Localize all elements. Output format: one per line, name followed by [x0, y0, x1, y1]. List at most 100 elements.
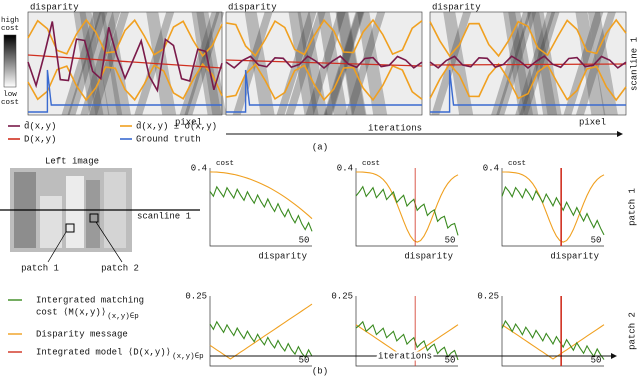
y-tick-label: 0.4 — [337, 163, 353, 173]
ground-truth — [430, 69, 626, 113]
cost-stripe — [288, 12, 319, 115]
image-shape — [66, 176, 84, 248]
axis-label: cost — [362, 160, 380, 168]
axis-label: disparity — [30, 2, 79, 12]
cost-stripe — [527, 12, 558, 115]
cost-curve — [209, 185, 313, 232]
cost-stripe — [67, 12, 108, 115]
cost-curve — [501, 319, 605, 360]
panel-bg — [27, 11, 223, 116]
message-curve — [356, 171, 459, 243]
axis-label: disparity — [228, 2, 277, 12]
cost-stripe — [92, 12, 123, 115]
cost-stripe — [89, 12, 130, 115]
cost-stripe — [244, 12, 275, 115]
sigma-curve — [225, 63, 423, 102]
mean-curve — [27, 21, 223, 93]
axis-label: disparity — [550, 251, 599, 261]
x-tick-label: 50 — [445, 355, 456, 365]
axis-label: pixel — [579, 117, 606, 127]
cost-stripe — [80, 12, 121, 115]
bottom-figure: Left image scanline 1 patch 1 patch 2 0.4 50 c… — [0, 156, 637, 376]
sigma-curve — [429, 18, 627, 58]
row-label: patch 2 — [627, 312, 637, 350]
legend-label: Integrated model ⟨D(x,y)⟩ — [36, 347, 171, 357]
x-tick-label: 50 — [591, 235, 602, 245]
mean-curve — [225, 55, 423, 70]
x-tick-label: 50 — [299, 355, 310, 365]
caption: (b) — [312, 366, 328, 376]
cost-stripe — [101, 12, 132, 115]
cost-stripe — [285, 12, 326, 115]
legend-label: cost ⟨M(x,y)⟩ — [36, 307, 106, 317]
y-tick-label: 0.25 — [477, 291, 499, 301]
legend-subscript: (x,y)∈p — [172, 352, 204, 361]
cost-stripe — [431, 12, 472, 115]
message-curve — [501, 324, 605, 360]
cost-curve — [501, 185, 605, 236]
legend-subscript: (x,y)∈p — [107, 312, 139, 321]
cost-stripe — [575, 12, 606, 115]
image-title: Left image — [45, 156, 99, 166]
patch-box — [65, 223, 75, 233]
cost-curve — [355, 185, 459, 236]
cost-stripe — [345, 12, 386, 115]
x-tick-label: 50 — [445, 235, 456, 245]
legend-label: d̄(x,y) ± σ(x,y) — [136, 121, 217, 131]
ground-truth — [28, 69, 222, 113]
axis-label: disparity — [258, 251, 307, 261]
axis-label: cost — [508, 160, 526, 168]
arrow-label: iterations — [378, 351, 432, 361]
pointer — [47, 231, 67, 263]
message-curve — [209, 303, 313, 360]
patch-box — [89, 213, 99, 223]
message-curve — [502, 171, 605, 243]
sigma-curve — [27, 18, 223, 58]
y-tick-label: 0.4 — [191, 163, 207, 173]
axis-label: cost — [216, 160, 234, 168]
cost-stripe — [491, 12, 532, 115]
y-tick-label: 0.25 — [331, 291, 353, 301]
scanline-label: scanline 1 — [137, 211, 191, 221]
axes — [355, 168, 458, 247]
image-shape — [40, 196, 62, 248]
cost-stripe — [496, 12, 537, 115]
axis-label: disparity — [432, 2, 481, 12]
colorbar-label: cost — [1, 25, 19, 33]
message-curve — [209, 171, 313, 220]
row-label: scanline 1 — [629, 37, 639, 91]
colorbar-label: cost — [1, 99, 19, 107]
cost-curve — [209, 320, 313, 359]
legend-label: D(x,y) — [24, 134, 56, 144]
axes — [355, 296, 458, 367]
patch-label: patch 2 — [101, 263, 139, 273]
colorbar-label: low — [3, 91, 17, 99]
message-curve — [355, 324, 459, 360]
y-tick-label: 0.25 — [185, 291, 207, 301]
mean-curve — [429, 55, 627, 70]
model-line — [27, 54, 223, 69]
cost-stripe — [515, 12, 556, 115]
axes — [501, 168, 604, 247]
sigma-curve — [27, 62, 223, 102]
cost-stripe — [531, 12, 562, 115]
cost-stripe — [232, 12, 273, 115]
axes — [209, 168, 312, 247]
legend-label: d̄(x,y) — [24, 121, 56, 131]
cost-stripe — [297, 12, 328, 115]
panel-bg — [429, 11, 627, 116]
axes — [501, 296, 604, 367]
sigma-curve — [225, 18, 423, 57]
cost-stripe — [179, 12, 220, 115]
arrow-label: iterations — [368, 123, 422, 133]
legend-label: Disparity message — [36, 329, 128, 339]
ground-truth — [226, 69, 422, 113]
y-tick-label: 0.4 — [483, 163, 499, 173]
cost-stripe — [79, 12, 110, 115]
axis-label: disparity — [404, 251, 453, 261]
patch-label: patch 1 — [21, 263, 59, 273]
row-label: patch 1 — [627, 188, 637, 226]
pointer — [95, 221, 123, 263]
